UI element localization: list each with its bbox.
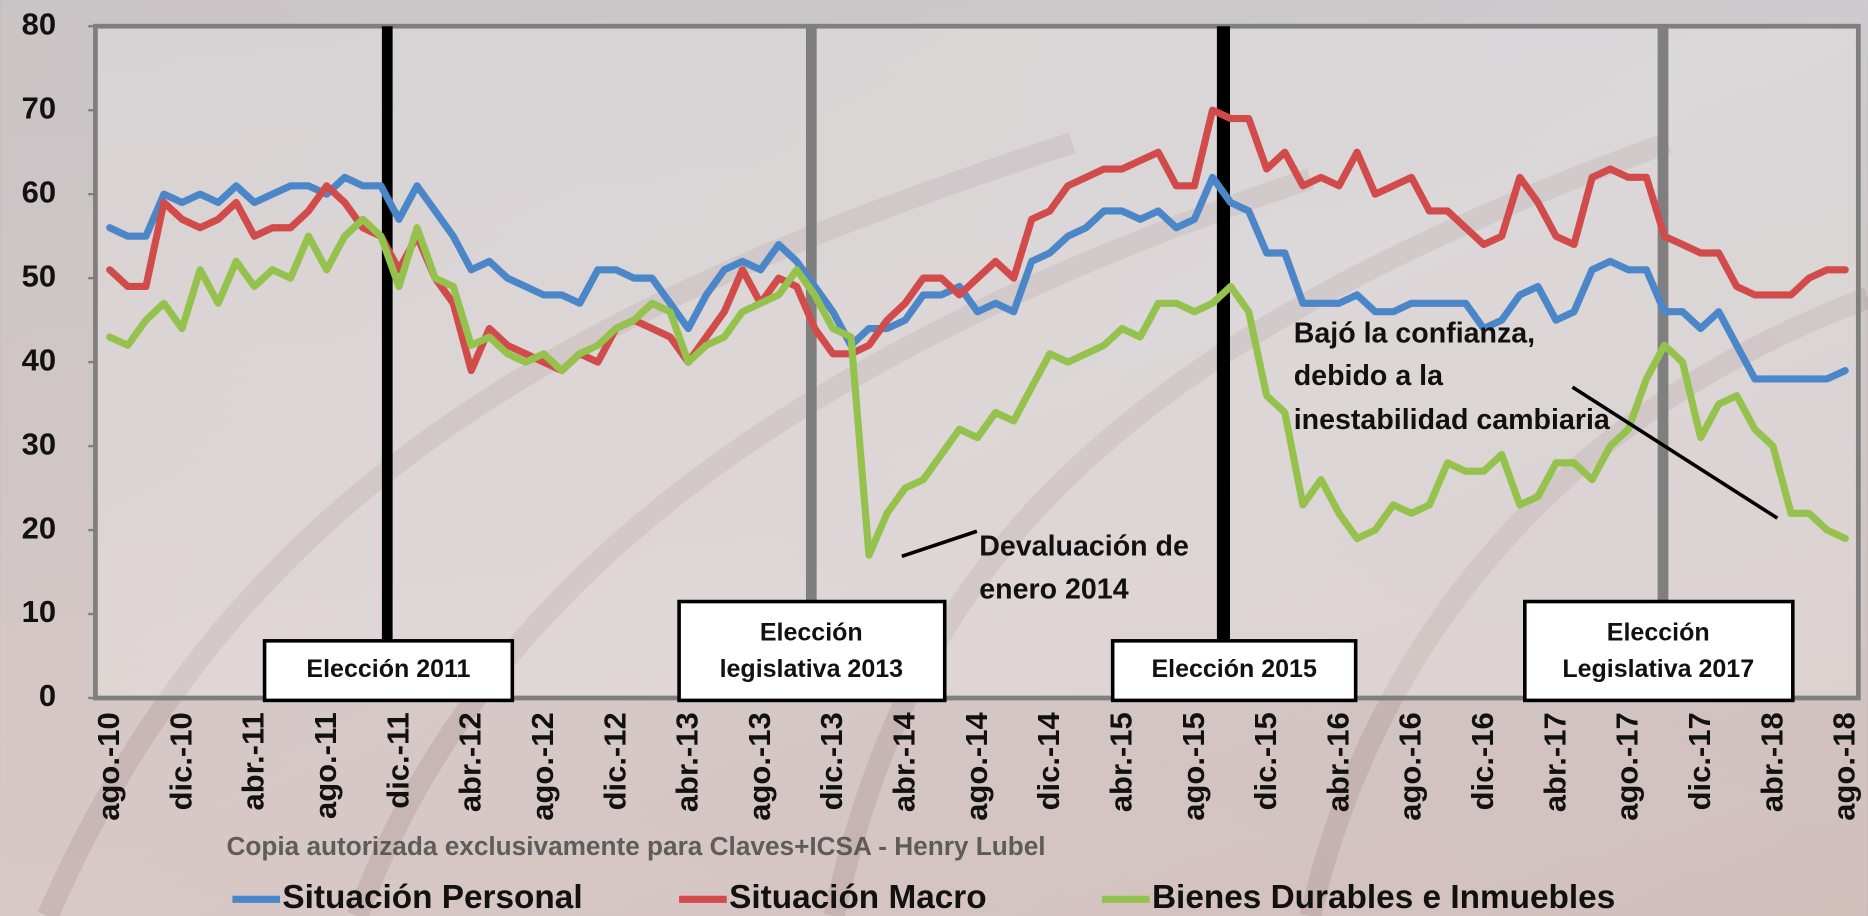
x-tick-label: dic.-17: [1682, 712, 1717, 810]
x-tick-label: abr.-13: [670, 712, 705, 812]
annotation-text: Elección 2011: [306, 655, 470, 683]
background-roads: [37, 132, 1868, 916]
y-tick-label: 50: [22, 258, 56, 293]
annotation-box: [1523, 599, 1795, 703]
legend-label: Bienes Durables e Inmuebles: [1152, 879, 1615, 916]
x-tick-label: ago.-11: [308, 712, 343, 819]
x-tick-label: abr.-15: [1103, 712, 1138, 812]
x-tick-label: ago.-10: [91, 712, 126, 820]
plot-layer: 0 10 20 30 40 50 60 70 80 ago.-10 dic.-10 abr.-11 ag…: [22, 6, 1862, 916]
annotation-text: Devaluación de: [979, 530, 1189, 562]
y-tick-label: 0: [39, 678, 56, 713]
x-tick-label: dic.-14: [1031, 712, 1066, 811]
x-tick-label: ago.-15: [1176, 712, 1211, 820]
x-tick-label: ago.-13: [742, 712, 777, 820]
x-tick-label: abr.-12: [453, 712, 488, 812]
x-tick-label: ago.-17: [1610, 712, 1645, 820]
series-line: [106, 173, 1849, 383]
legend-label: Situación Macro: [729, 879, 987, 916]
x-tick-label: dic.-11: [380, 712, 415, 808]
x-tick-label: abr.-17: [1537, 712, 1572, 812]
x-tick-label: ago.-18: [1827, 712, 1862, 820]
series-line: [106, 215, 1849, 559]
plot-area: [93, 23, 1861, 701]
annotation-text: inestabilidad cambiaria: [1294, 404, 1611, 436]
annotation-text: Elección: [1607, 618, 1710, 646]
x-tick-label: dic.-16: [1465, 712, 1500, 810]
x-tick-label: dic.-10: [163, 712, 198, 810]
series-line: [106, 106, 1849, 375]
x-tick-label: dic.-15: [1248, 712, 1283, 810]
x-tick-label: ago.-16: [1393, 712, 1428, 820]
x-tick-label: abr.-11: [236, 712, 271, 810]
annotation-text: Elección 2015: [1151, 655, 1316, 683]
y-tick-label: 60: [22, 174, 56, 209]
x-tick-label: ago.-14: [959, 712, 994, 821]
legend-label: Situación Personal: [282, 879, 582, 916]
annotation-text: Elección: [760, 618, 863, 646]
x-tick-label: abr.-16: [1320, 712, 1355, 812]
annotation-text: enero 2014: [979, 573, 1128, 605]
x-tick-label: dic.-13: [814, 712, 849, 810]
x-tick-label: abr.-14: [887, 712, 922, 813]
annotation-box: [262, 639, 515, 703]
y-tick-label: 20: [22, 510, 56, 545]
y-tick-label: 30: [22, 426, 56, 461]
annotation-text: Legislativa 2017: [1562, 655, 1754, 683]
annotation-pointer: [1571, 385, 1779, 520]
x-tick-label: ago.-12: [525, 712, 560, 820]
x-tick-label: dic.-12: [597, 712, 632, 810]
annotation-text: legislativa 2013: [720, 655, 903, 683]
y-tick-label: 40: [22, 342, 56, 377]
watermark: Copia autorizada exclusivamente para Cla…: [226, 831, 1045, 861]
annotation-box: [1110, 639, 1358, 703]
annotation-text: Bajó la confianza,: [1294, 317, 1535, 349]
y-tick-label: 80: [22, 6, 56, 41]
annotation-pointer: [901, 529, 978, 558]
y-tick-label: 10: [22, 594, 56, 629]
annotation-box: [677, 599, 947, 703]
annotation-text: debido a la: [1294, 360, 1444, 392]
y-tick-label: 70: [22, 90, 56, 125]
x-tick-label: abr.-18: [1754, 712, 1789, 812]
